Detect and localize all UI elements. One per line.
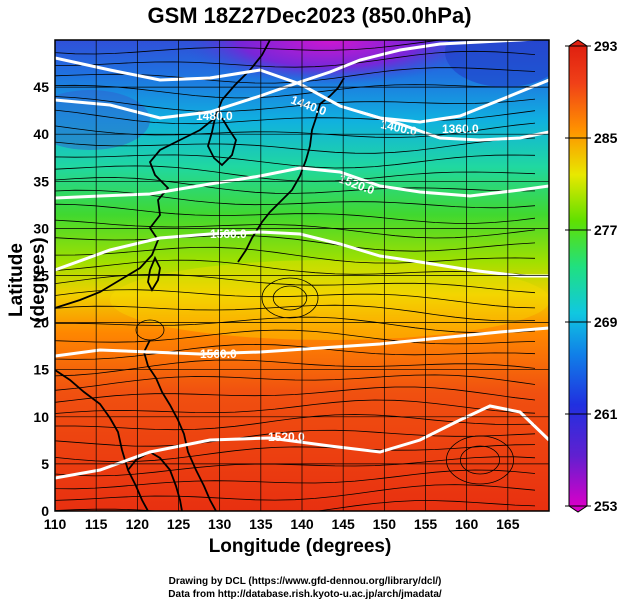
eddy [272,285,308,311]
wind-streamlines [55,40,536,511]
streamline [55,374,536,391]
y-tick-label: 40 [33,126,49,142]
streamline [55,469,536,490]
streamline [55,67,536,84]
x-tick-label: 145 [331,516,355,532]
y-tick-label: 10 [33,409,49,425]
contour-1520 [55,166,549,200]
x-tick-label: 125 [167,516,191,532]
streamline [55,500,536,511]
streamline [55,50,536,68]
streamline [55,96,536,112]
y-tick-label: 30 [33,220,49,236]
streamline [55,304,536,322]
map-title: GSM 18Z27Dec2023 (850.0hPa) [147,3,472,28]
streamline [55,273,536,294]
contour-label-1520-south: 1520.0 [268,430,305,444]
y-tick-label: 45 [33,79,49,95]
colorbar-top-arrow [567,39,589,47]
streamline [55,189,536,209]
coastline-indochina [55,369,149,511]
streamline [55,444,536,463]
contour-1480 [55,40,542,120]
streamline [55,219,536,239]
contour-label-1560-south: 1560.0 [200,347,237,361]
colorbar-tick-label: 269 [594,314,618,330]
x-tick-label: 155 [414,516,438,532]
streamline [55,259,536,276]
streamline [55,386,536,403]
colorbar-tick-label: 293 [594,38,618,54]
colorbar-bottom-arrow [567,505,589,513]
y-tick-label: 20 [33,315,49,331]
x-tick-label: 150 [373,516,397,532]
y-axis: 0 5 10 15 20 25 30 35 40 45 [33,79,49,519]
x-axis: 110 115 120 125 130 135 140 145 150 155 160 165 [44,516,520,532]
y-tick-label: 5 [41,456,49,472]
y-axis-label: Latitude (degrees) [6,237,49,323]
streamline [55,484,536,501]
x-tick-label: 140 [290,516,314,532]
coastline-korea [207,117,237,167]
coastline-taiwan [147,255,161,292]
y-tick-label: 0 [41,503,49,519]
streamline [55,343,536,360]
colorbar-tick-label: 261 [594,406,618,422]
eddy [445,435,514,485]
credit-data-source: Data from http://database.rish.kyoto-u.a… [168,589,442,600]
streamline [55,329,536,345]
x-tick-label: 160 [455,516,479,532]
streamline [55,246,536,264]
x-tick-label: 120 [126,516,150,532]
streamline [55,414,536,431]
streamline [55,203,536,224]
height-contours [55,40,549,480]
x-tick-label: 135 [249,516,273,532]
plot-frame [54,39,550,512]
x-tick-label: 115 [85,516,108,532]
x-tick-label: 110 [44,516,67,532]
coastlines [55,40,345,511]
colorbar-tick-label: 285 [594,130,618,146]
colorbar-tick-label: 253 [594,498,618,514]
streamline [55,399,536,414]
y-tick-label: 15 [33,362,49,378]
contour-1560-south [55,326,549,358]
contour-1560 [55,230,549,278]
coastline-philippines [143,339,217,511]
eddy [261,277,319,319]
contour-1400 [359,110,549,142]
x-axis-label: Longitude (degrees) [208,536,392,557]
contour-label-1480: 1480.0 [196,109,233,123]
colorbar: 293 285 277 269 261 253 [565,38,618,514]
contour-label-1360: 1360.0 [442,122,479,136]
colorbar-tick-label: 277 [594,222,618,238]
streamline [55,359,536,377]
contour-1520-south [55,404,549,480]
streamline [55,137,536,154]
streamline [55,289,536,309]
streamline [55,177,536,194]
x-tick-label: 165 [496,516,520,532]
x-tick-label: 130 [208,516,232,532]
streamline [55,429,536,447]
streamline [55,40,445,55]
y-tick-label: 35 [33,173,49,189]
streamline [55,154,536,169]
streamline [55,109,536,125]
colorbar-scale [568,45,588,507]
y-tick-label: 25 [33,268,49,284]
contour-label-1560: 1560.0 [210,227,247,241]
eddy [459,445,500,475]
credit-drawing: Drawing by DCL (https://www.gfd-dennou.o… [168,576,442,587]
streamline [55,122,536,138]
streamline [55,235,536,252]
streamline [55,456,536,477]
streamline [55,165,536,182]
